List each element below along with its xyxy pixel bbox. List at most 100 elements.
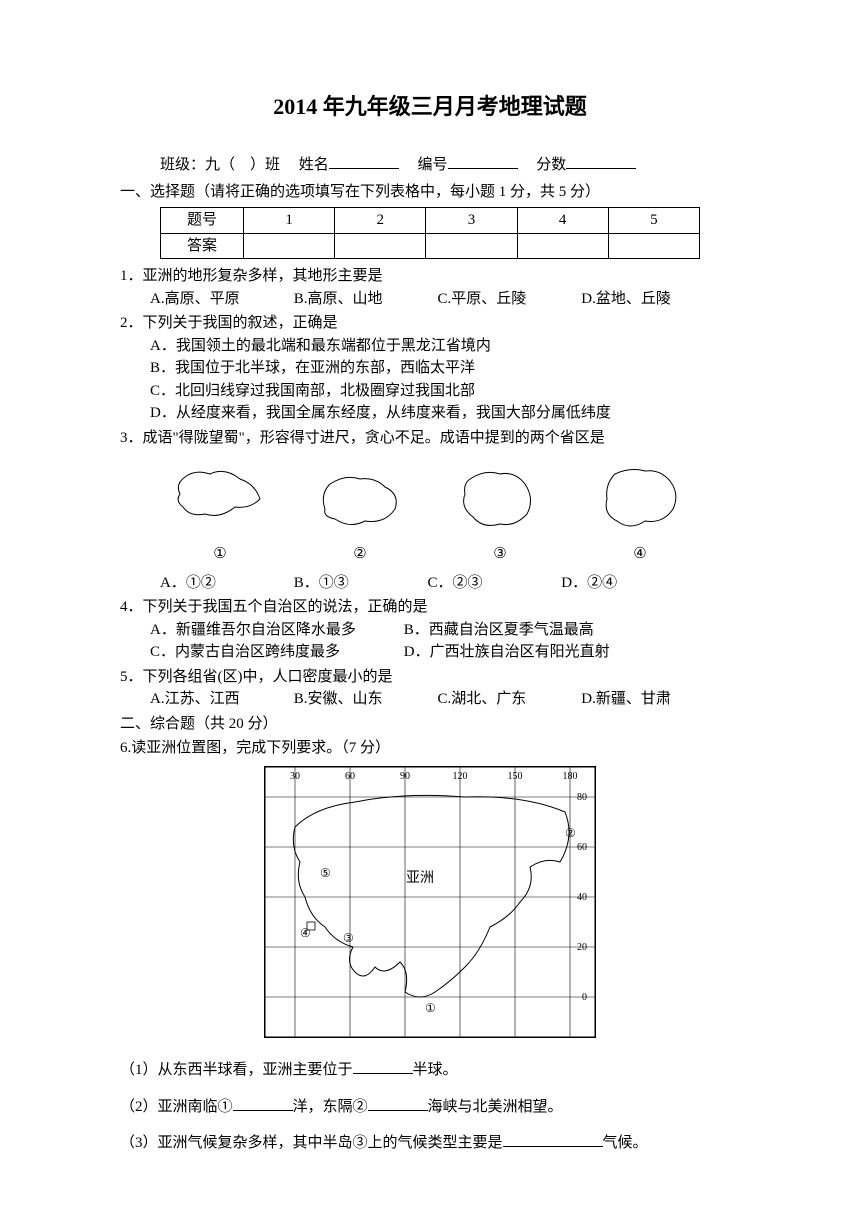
province-map-labels: ① ② ③ ④ xyxy=(150,543,710,566)
q2-option-c: C．北回归线穿过我国南部，北极圈穿过我国北部 xyxy=(150,380,740,403)
map-num-2: ② xyxy=(565,826,576,840)
asia-map: 30 60 90 120 150 180 80 60 40 20 0 亚洲 ① … xyxy=(264,766,596,1038)
map-label-1: ① xyxy=(213,543,226,566)
lon-label: 150 xyxy=(508,771,523,782)
lat-label: 0 xyxy=(582,992,587,1003)
q2-option-a: A．我国领土的最北端和最东端都位于黑龙江省境内 xyxy=(150,335,740,358)
lat-label: 80 xyxy=(577,792,587,803)
lon-label: 90 xyxy=(400,771,410,782)
map-num-3: ③ xyxy=(343,931,354,945)
province-map-2 xyxy=(305,459,415,539)
col-num: 4 xyxy=(517,208,608,234)
asia-map-container: 30 60 90 120 150 180 80 60 40 20 0 亚洲 ① … xyxy=(120,766,740,1046)
blank xyxy=(368,1110,428,1111)
lat-label: 20 xyxy=(577,942,587,953)
answer-cell xyxy=(426,233,517,259)
option-a: A．新疆维吾尔自治区降水最多 xyxy=(150,619,400,642)
col-num: 5 xyxy=(608,208,699,234)
option-c: C．②③ xyxy=(428,572,558,595)
option-b: B．西藏自治区夏季气温最高 xyxy=(404,619,654,642)
q2-option-d: D．从经度来看，我国全属东经度，从纬度来看，我国大部分属低纬度 xyxy=(150,402,740,425)
q1-options: A.高原、平原 B.高原、山地 C.平原、丘陵 D.盆地、丘陵 xyxy=(150,288,740,311)
option-d: D.盆地、丘陵 xyxy=(581,288,721,311)
option-d: D.新疆、甘肃 xyxy=(581,688,721,711)
q6-p2-c: 海峡与北美洲相望。 xyxy=(428,1099,563,1115)
q6-p3-b: 气候。 xyxy=(603,1135,648,1151)
option-d: D．②④ xyxy=(561,572,691,595)
page-title: 2014 年九年级三月月考地理试题 xyxy=(120,90,740,123)
lon-label: 180 xyxy=(563,771,578,782)
id-label: 编号 xyxy=(418,157,448,173)
q6-p2-b: 洋，东隔② xyxy=(293,1099,368,1115)
q6-p1-b: 半球。 xyxy=(413,1062,458,1078)
map-label-2: ② xyxy=(353,543,366,566)
asia-label: 亚洲 xyxy=(406,871,434,886)
province-map-3 xyxy=(445,459,555,539)
student-info-line: 班级：九（ ）班 姓名 编号 分数 xyxy=(160,153,740,177)
name-blank xyxy=(329,153,399,169)
q1-stem: 1．亚洲的地形复杂多样，其地形主要是 xyxy=(120,265,740,288)
answer-cell xyxy=(335,233,426,259)
lon-label: 120 xyxy=(453,771,468,782)
q3-options: A．①② B．①③ C．②③ D．②④ xyxy=(160,572,740,595)
answer-table: 题号 1 2 3 4 5 答案 xyxy=(160,207,700,259)
q5-stem: 5．下列各组省(区)中，人口密度最小的是 xyxy=(120,666,740,689)
province-map-4 xyxy=(585,459,695,539)
row-label: 答案 xyxy=(161,233,244,259)
map-label-4: ④ xyxy=(633,543,646,566)
map-label-3: ③ xyxy=(493,543,506,566)
q4-options-row1: A．新疆维吾尔自治区降水最多 B．西藏自治区夏季气温最高 xyxy=(150,619,740,642)
q6-part3: （3）亚洲气候复杂多样，其中半岛③上的气候类型主要是 气候。 xyxy=(120,1132,740,1155)
class-label: 班级：九（ ）班 xyxy=(160,157,280,173)
answer-cell xyxy=(244,233,335,259)
map-num-1: ① xyxy=(425,1001,436,1015)
q6-p3-a: （3）亚洲气候复杂多样，其中半岛③上的气候类型主要是 xyxy=(120,1135,503,1151)
answer-cell xyxy=(517,233,608,259)
row-label: 题号 xyxy=(161,208,244,234)
q6-part1: （1）从东西半球看，亚洲主要位于 半球。 xyxy=(120,1059,740,1082)
q4-stem: 4．下列关于我国五个自治区的说法，正确的是 xyxy=(120,596,740,619)
score-blank xyxy=(566,153,636,169)
blank xyxy=(503,1146,603,1147)
table-row: 题号 1 2 3 4 5 xyxy=(161,208,700,234)
blank xyxy=(353,1073,413,1074)
lon-label: 60 xyxy=(345,771,355,782)
id-blank xyxy=(448,153,518,169)
section2-heading: 二、综合题（共 20 分） xyxy=(120,713,740,736)
q6-part2: （2）亚洲南临①洋，东隔②海峡与北美洲相望。 xyxy=(120,1096,740,1119)
option-a: A.高原、平原 xyxy=(150,288,290,311)
map-num-5: ⑤ xyxy=(320,866,331,880)
score-label: 分数 xyxy=(536,157,566,173)
name-label: 姓名 xyxy=(299,157,329,173)
answer-cell xyxy=(608,233,699,259)
option-b: B.安徽、山东 xyxy=(294,688,434,711)
lat-label: 40 xyxy=(577,892,587,903)
table-row: 答案 xyxy=(161,233,700,259)
q2-stem: 2．下列关于我国的叙述，正确是 xyxy=(120,312,740,335)
option-a: A．①② xyxy=(160,572,290,595)
option-b: B．①③ xyxy=(294,572,424,595)
blank xyxy=(233,1110,293,1111)
province-map-1 xyxy=(165,459,275,539)
option-c: C.湖北、广东 xyxy=(438,688,578,711)
exam-page: 2014 年九年级三月月考地理试题 班级：九（ ）班 姓名 编号 分数 一、选择… xyxy=(0,0,860,1195)
col-num: 3 xyxy=(426,208,517,234)
option-d: D．广西壮族自治区有阳光直射 xyxy=(404,641,654,664)
option-b: B.高原、山地 xyxy=(294,288,434,311)
q6-stem: 6.读亚洲位置图，完成下列要求。（7 分） xyxy=(120,737,740,760)
col-num: 1 xyxy=(244,208,335,234)
province-maps-row xyxy=(150,459,710,539)
map-num-4: ④ xyxy=(300,926,311,940)
option-c: C.平原、丘陵 xyxy=(438,288,578,311)
lon-label: 30 xyxy=(290,771,300,782)
q2-option-b: B．我国位于北半球，在亚洲的东部，西临太平洋 xyxy=(150,357,740,380)
section1-heading: 一、选择题（请将正确的选项填写在下列表格中，每小题 1 分，共 5 分） xyxy=(120,181,740,204)
option-c: C．内蒙古自治区跨纬度最多 xyxy=(150,641,400,664)
lat-label: 60 xyxy=(577,842,587,853)
q4-options-row2: C．内蒙古自治区跨纬度最多 D．广西壮族自治区有阳光直射 xyxy=(150,641,740,664)
q6-p1-a: （1）从东西半球看，亚洲主要位于 xyxy=(120,1062,353,1078)
q5-options: A.江苏、江西 B.安徽、山东 C.湖北、广东 D.新疆、甘肃 xyxy=(150,688,740,711)
option-a: A.江苏、江西 xyxy=(150,688,290,711)
col-num: 2 xyxy=(335,208,426,234)
q3-stem: 3．成语"得陇望蜀"，形容得寸进尺，贪心不足。成语中提到的两个省区是 xyxy=(120,427,740,450)
